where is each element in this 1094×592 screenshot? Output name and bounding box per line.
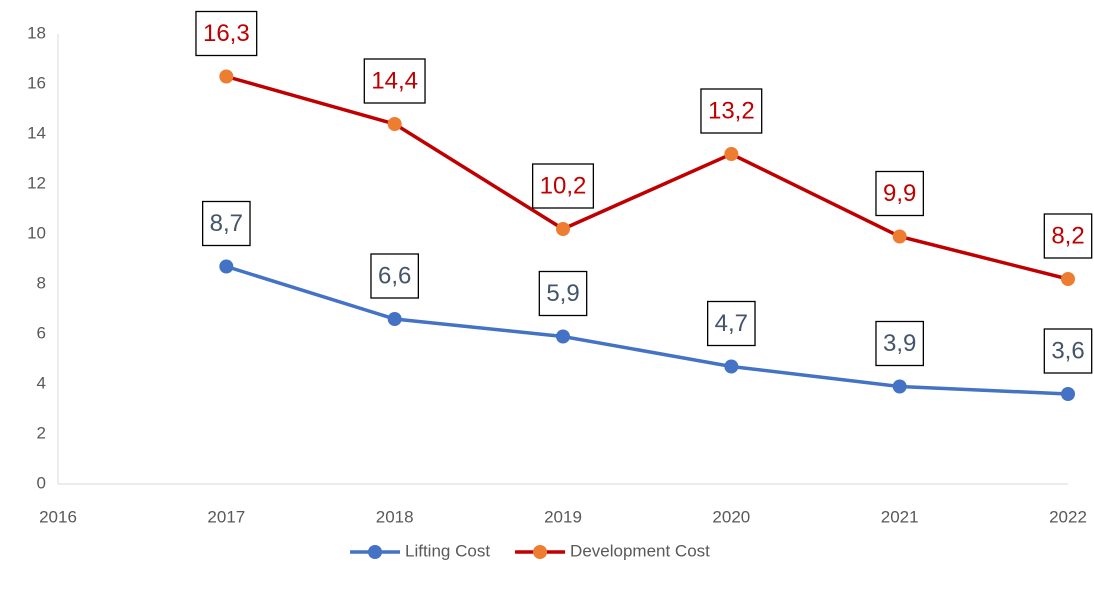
x-tick-label: 2019 xyxy=(544,507,582,526)
value-label: 3,9 xyxy=(883,330,916,357)
value-label: 10,2 xyxy=(540,172,587,199)
x-tick-label: 2020 xyxy=(712,507,750,526)
point xyxy=(892,379,907,394)
value-label: 6,6 xyxy=(378,262,411,289)
point xyxy=(387,312,402,326)
y-tick-label: 10 xyxy=(27,223,46,242)
y-tick-label: 18 xyxy=(27,23,46,42)
value-label: 14,4 xyxy=(371,67,418,94)
point xyxy=(724,147,739,161)
y-tick-label: 12 xyxy=(27,173,46,192)
point xyxy=(892,229,907,244)
legend-marker xyxy=(533,545,548,559)
label-box xyxy=(706,300,756,347)
label-box xyxy=(875,320,925,367)
point xyxy=(219,69,234,84)
series-line xyxy=(225,74,1069,281)
label-box xyxy=(1043,328,1093,374)
value-label: 8,2 xyxy=(1051,222,1084,249)
y-tick-label: 16 xyxy=(27,73,46,92)
label-box xyxy=(538,270,588,317)
y-tick-label: 6 xyxy=(37,323,46,342)
label-box xyxy=(1043,213,1093,259)
value-label: 5,9 xyxy=(546,280,579,307)
point xyxy=(724,359,739,374)
point xyxy=(556,222,570,236)
value-label: 13,2 xyxy=(708,97,755,124)
value-label: 9,9 xyxy=(883,180,916,207)
point xyxy=(219,259,234,274)
legend-marker xyxy=(368,545,382,559)
y-tick-label: 4 xyxy=(37,373,46,392)
point xyxy=(387,117,402,131)
y-tick-label: 8 xyxy=(37,273,46,292)
label-box xyxy=(363,58,426,104)
label-box xyxy=(700,88,763,134)
value-label: 8,7 xyxy=(210,210,243,237)
label-box xyxy=(370,253,420,299)
x-tick-label: 2016 xyxy=(39,507,77,526)
y-tick-label: 2 xyxy=(37,423,46,442)
label-box xyxy=(875,170,925,217)
label-box xyxy=(195,10,258,57)
point xyxy=(556,329,570,344)
legend-label: Lifting Cost xyxy=(405,541,490,560)
x-tick-label: 2018 xyxy=(376,507,414,526)
value-label: 3,6 xyxy=(1051,337,1084,364)
value-label: 4,7 xyxy=(715,310,748,337)
y-tick-label: 14 xyxy=(27,123,46,142)
x-tick-label: 2022 xyxy=(1049,507,1087,526)
value-label: 16,3 xyxy=(203,20,250,47)
label-box xyxy=(201,200,251,247)
point xyxy=(1061,387,1075,401)
point xyxy=(1061,272,1075,286)
x-tick-label: 2021 xyxy=(881,507,919,526)
series-line xyxy=(225,264,1069,396)
y-tick-label: 0 xyxy=(37,473,46,492)
legend-label: Development Cost xyxy=(570,541,710,560)
x-tick-label: 2017 xyxy=(207,507,245,526)
label-box xyxy=(531,163,595,209)
